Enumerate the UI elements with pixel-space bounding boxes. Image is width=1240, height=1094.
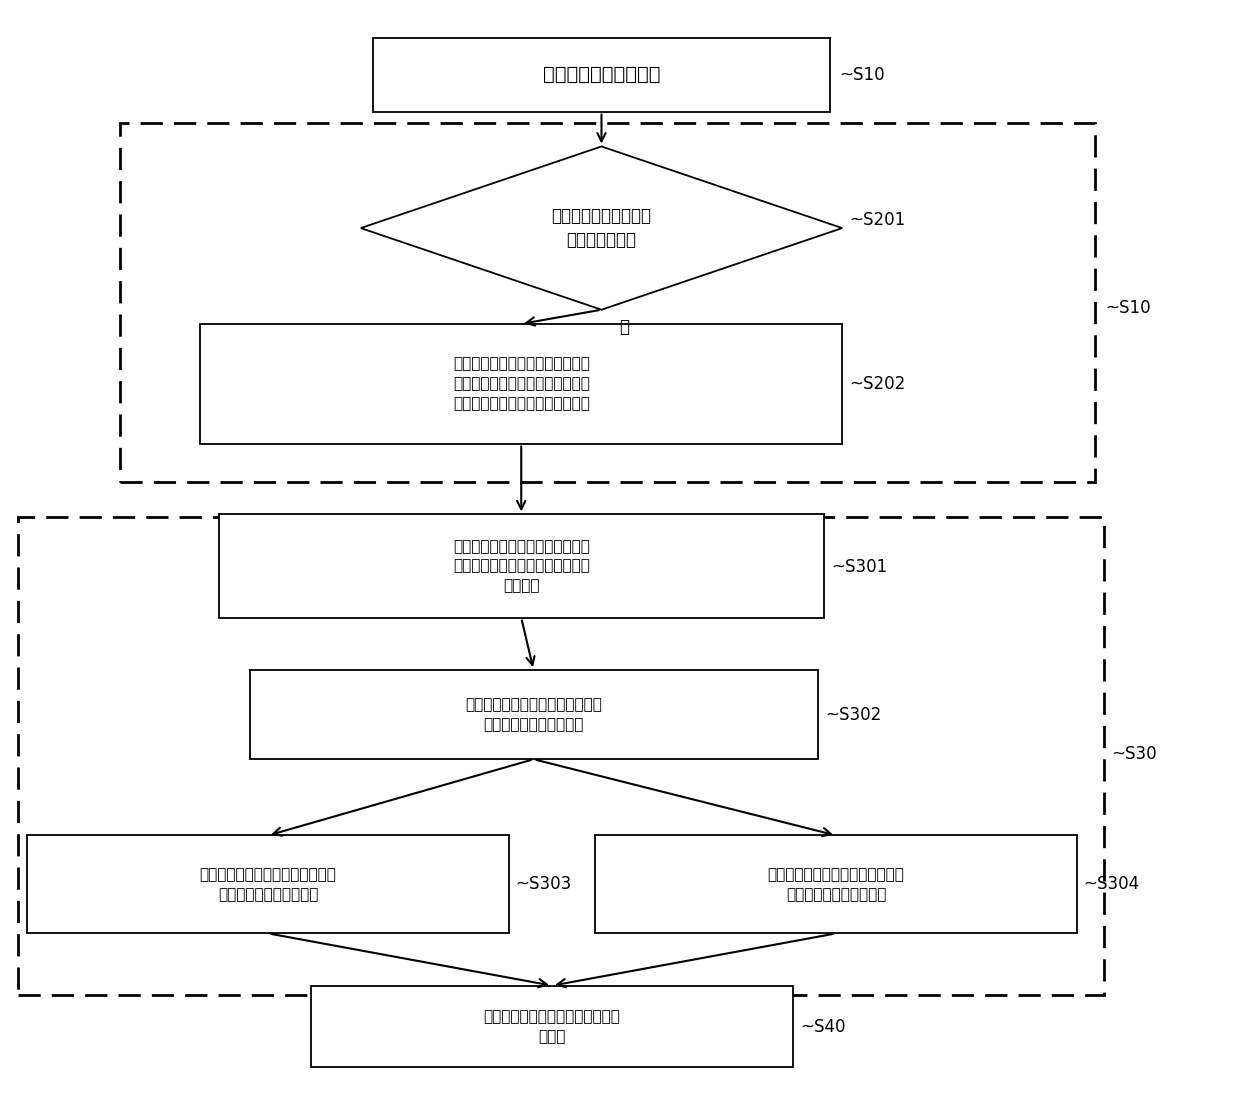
Text: 如果获取到用户停靠建议，则将用
户停靠建议作为停靠策略: 如果获取到用户停靠建议，则将用 户停靠建议作为停靠策略 xyxy=(768,868,904,901)
Text: 根据故障信息判断是否
控制无人车停靠: 根据故障信息判断是否 控制无人车停靠 xyxy=(552,207,651,249)
Text: ~S30: ~S30 xyxy=(1111,745,1157,763)
Text: ~S304: ~S304 xyxy=(1083,875,1140,894)
FancyBboxPatch shape xyxy=(311,986,792,1068)
Text: 如果获取到用户停靠建议，则将用
户停靠建议作为停靠策略: 如果获取到用户停靠建议，则将用 户停靠建议作为停靠策略 xyxy=(200,868,336,901)
Text: ~S303: ~S303 xyxy=(515,875,572,894)
FancyBboxPatch shape xyxy=(27,836,508,933)
Text: 获取无人车的故障信息: 获取无人车的故障信息 xyxy=(543,66,660,84)
FancyBboxPatch shape xyxy=(249,670,817,759)
Text: ~S302: ~S302 xyxy=(825,706,882,723)
Text: ~S201: ~S201 xyxy=(849,211,906,230)
Text: 根据故障信息判断是否启动无人车
的备用传感器，若是，则利用备用
传感器获取无人车周围的环境信息: 根据故障信息判断是否启动无人车 的备用传感器，若是，则利用备用 传感器获取无人车… xyxy=(453,357,590,411)
FancyBboxPatch shape xyxy=(595,836,1076,933)
Text: 当故障信息的等级低于阈值时，根
据无人车周围的环境信息生成初步
停靠建议: 当故障信息的等级低于阈值时，根 据无人车周围的环境信息生成初步 停靠建议 xyxy=(453,538,590,593)
Text: ~S202: ~S202 xyxy=(849,375,906,393)
Text: ~S10: ~S10 xyxy=(1105,299,1151,316)
FancyBboxPatch shape xyxy=(218,514,823,618)
Polygon shape xyxy=(361,147,842,310)
Text: 将用户停靠建议的优先级设置为大
于初步停靠建议的优先级: 将用户停靠建议的优先级设置为大 于初步停靠建议的优先级 xyxy=(465,697,603,732)
FancyBboxPatch shape xyxy=(373,37,830,112)
Text: 是: 是 xyxy=(619,318,629,336)
Text: ~S301: ~S301 xyxy=(831,558,888,575)
FancyBboxPatch shape xyxy=(201,324,842,443)
Text: ~S40: ~S40 xyxy=(800,1019,846,1036)
Text: ~S10: ~S10 xyxy=(839,66,885,83)
Text: 根据停靠策略控制无人车停靠在目
的区域: 根据停靠策略控制无人车停靠在目 的区域 xyxy=(484,1009,620,1044)
